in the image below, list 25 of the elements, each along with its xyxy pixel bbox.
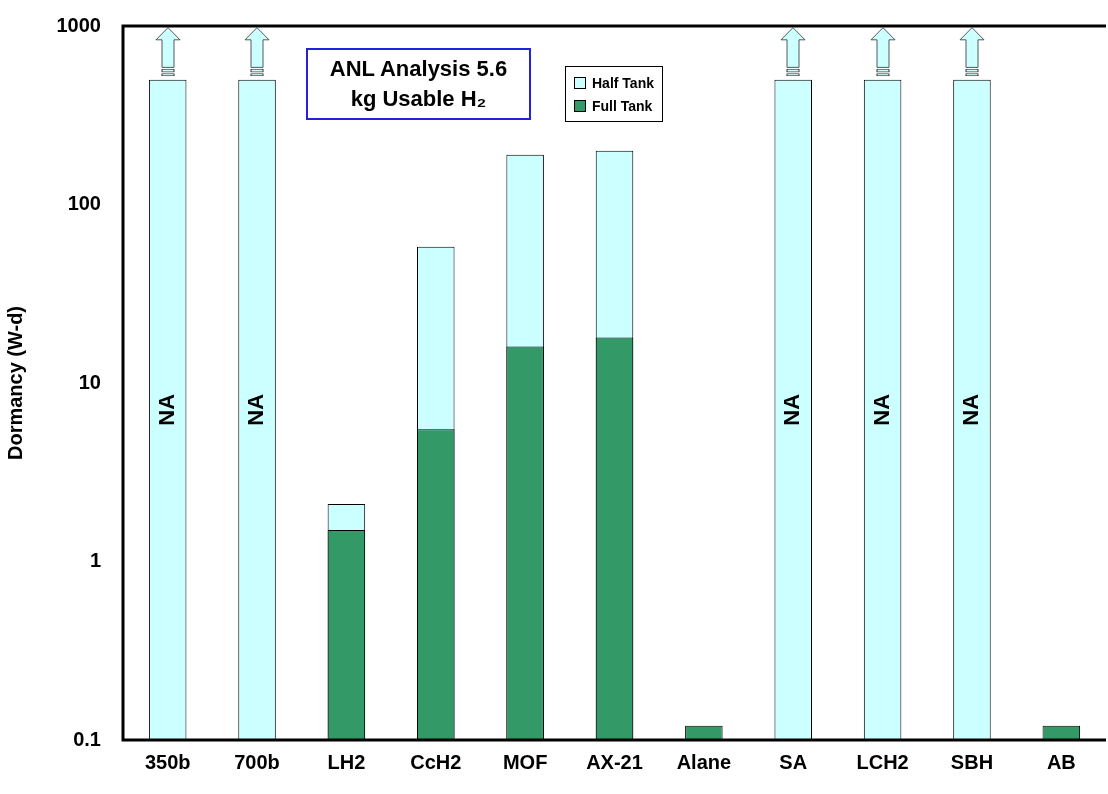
text: ANL Analysis 5.6 kg Usable H₂ [306,48,531,120]
data-label: NA [153,393,179,426]
x-tick-label: CcH2 [410,750,462,773]
data-label: NA [779,393,805,426]
x-tick-label: AB [1046,750,1076,773]
x-tick-label: 700b [234,750,280,773]
x-tick-label: Alane [676,750,732,773]
y-axis-title: Dormancy (W-d) [3,305,26,461]
legend-label: Full Tank [592,97,653,114]
x-tick-label: 350b [144,750,191,773]
x-tick-label: LH2 [327,750,366,773]
y-tick-label: 1 [89,549,101,572]
y-tick-label: 0.1 [73,727,101,750]
x-tick-label: AX-21 [586,750,643,773]
y-tick-label: 100 [67,192,101,215]
data-label: NA [868,393,894,426]
data-label: NA [243,393,269,426]
x-tick-label: MOF [502,750,548,773]
y-tick-label: 10 [78,370,101,393]
x-tick-label: SBH [950,750,994,773]
data-label: NA [958,393,984,426]
x-tick-label: LCH2 [856,750,909,773]
legend-label: Half Tank [592,74,654,91]
y-tick-label: 1000 [56,13,101,36]
x-tick-label: SA [779,750,808,773]
